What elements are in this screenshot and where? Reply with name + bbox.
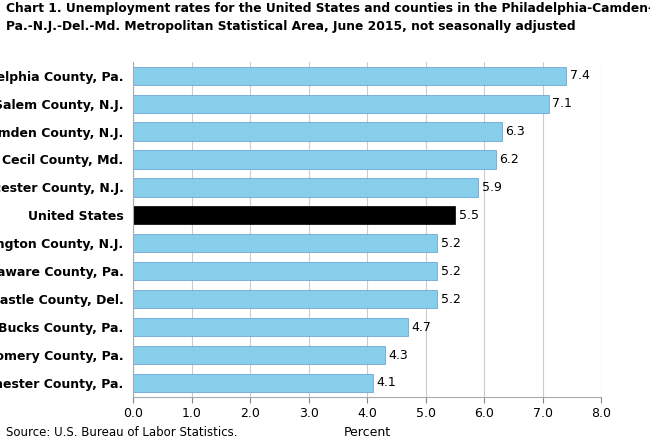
Text: 4.3: 4.3 [388, 348, 408, 362]
Bar [133, 123, 502, 141]
Text: 5.2: 5.2 [441, 293, 461, 306]
Bar [133, 206, 455, 224]
Bar [133, 94, 549, 113]
Bar [133, 67, 566, 85]
Bar [133, 262, 437, 280]
Bar [133, 290, 437, 308]
Text: 6.3: 6.3 [505, 125, 525, 138]
Text: 6.2: 6.2 [499, 153, 519, 166]
Text: Pa.-N.J.-Del.-Md. Metropolitan Statistical Area, June 2015, not seasonally adjus: Pa.-N.J.-Del.-Md. Metropolitan Statistic… [6, 20, 576, 33]
X-axis label: Percent: Percent [344, 426, 391, 439]
Text: 4.1: 4.1 [376, 377, 396, 389]
Text: 5.9: 5.9 [482, 181, 502, 194]
Bar [133, 234, 437, 252]
Text: 5.2: 5.2 [441, 265, 461, 278]
Bar [133, 178, 478, 197]
Bar [133, 374, 373, 392]
Text: 4.7: 4.7 [411, 321, 432, 333]
Text: 5.5: 5.5 [458, 209, 478, 222]
Bar [133, 318, 408, 336]
Text: Chart 1. Unemployment rates for the United States and counties in the Philadelph: Chart 1. Unemployment rates for the Unit… [6, 2, 650, 15]
Bar [133, 346, 385, 364]
Text: Source: U.S. Bureau of Labor Statistics.: Source: U.S. Bureau of Labor Statistics. [6, 426, 238, 439]
Text: 7.4: 7.4 [569, 69, 590, 82]
Text: 7.1: 7.1 [552, 97, 572, 110]
Text: 5.2: 5.2 [441, 237, 461, 250]
Bar [133, 150, 496, 168]
